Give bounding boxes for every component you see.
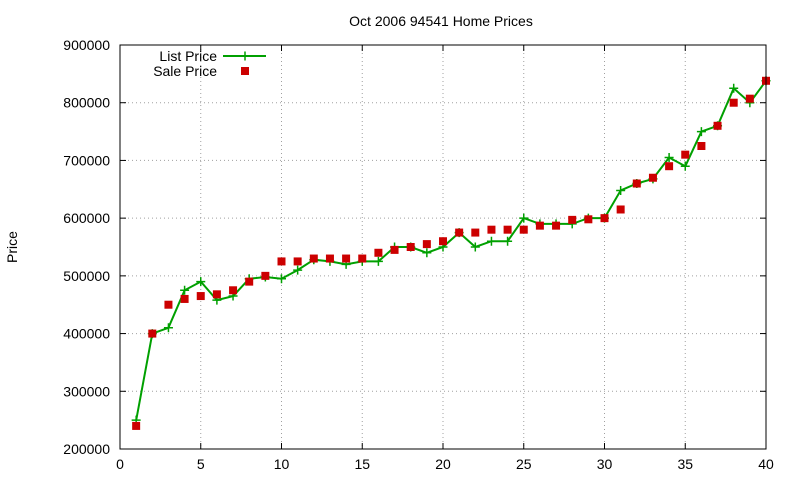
data-point-list-price bbox=[180, 285, 190, 295]
data-point-list-price bbox=[664, 153, 674, 163]
data-point-list-price bbox=[163, 323, 173, 333]
legend-label-list-price: List Price bbox=[159, 48, 217, 64]
x-tick-label: 0 bbox=[116, 456, 124, 472]
data-point-sale-price bbox=[648, 173, 657, 182]
data-point-sale-price bbox=[745, 94, 754, 103]
data-point-sale-price bbox=[584, 215, 593, 224]
legend-marker-list-price bbox=[240, 51, 250, 61]
data-point-sale-price bbox=[180, 294, 189, 303]
data-point-sale-price bbox=[277, 257, 286, 266]
x-tick-label: 10 bbox=[274, 456, 290, 472]
chart-title: Oct 2006 94541 Home Prices bbox=[349, 13, 533, 29]
y-tick-label: 900000 bbox=[63, 37, 110, 53]
data-point-sale-price bbox=[309, 254, 318, 263]
x-tick-label: 5 bbox=[197, 456, 205, 472]
x-tick-label: 15 bbox=[354, 456, 370, 472]
data-point-sale-price bbox=[552, 221, 561, 230]
legend-marker-sale-price bbox=[241, 67, 249, 75]
series-line-list-price bbox=[135, 80, 767, 421]
data-point-sale-price bbox=[229, 286, 238, 295]
data-point-sale-price bbox=[212, 290, 221, 299]
data-point-sale-price bbox=[148, 329, 157, 338]
x-tick-label: 40 bbox=[758, 456, 774, 472]
data-point-list-price bbox=[680, 161, 690, 171]
data-point-sale-price bbox=[374, 248, 383, 257]
data-point-list-price bbox=[696, 127, 706, 137]
data-point-list-price bbox=[422, 248, 432, 258]
data-point-list-price bbox=[293, 265, 303, 275]
y-tick-label: 200000 bbox=[63, 441, 110, 457]
data-point-sale-price bbox=[616, 205, 625, 214]
legend: List Price Sale Price bbox=[153, 48, 266, 79]
x-tick-label: 35 bbox=[677, 456, 693, 472]
series-list-price bbox=[131, 76, 771, 425]
data-point-list-price bbox=[616, 185, 626, 195]
data-point-sale-price bbox=[455, 228, 464, 237]
data-point-list-price bbox=[729, 83, 739, 93]
data-point-sale-price bbox=[439, 237, 447, 246]
data-point-sale-price bbox=[729, 98, 738, 107]
data-point-sale-price bbox=[632, 179, 641, 188]
data-point-sale-price bbox=[535, 221, 544, 230]
data-point-sale-price bbox=[196, 292, 205, 301]
data-point-sale-price bbox=[600, 214, 609, 223]
data-point-sale-price bbox=[665, 162, 674, 171]
data-point-list-price bbox=[486, 236, 496, 246]
data-point-sale-price bbox=[681, 150, 690, 159]
data-point-list-price bbox=[277, 274, 286, 284]
series-layer bbox=[131, 76, 771, 430]
y-tick-label: 300000 bbox=[63, 383, 110, 399]
legend-label-sale-price: Sale Price bbox=[153, 63, 217, 79]
x-tick-label: 25 bbox=[516, 456, 532, 472]
data-point-sale-price bbox=[293, 257, 302, 266]
y-axis-label: Price bbox=[4, 231, 20, 263]
data-point-list-price bbox=[373, 256, 383, 266]
data-point-sale-price bbox=[471, 228, 480, 237]
data-point-sale-price bbox=[697, 142, 706, 150]
data-point-sale-price bbox=[568, 215, 577, 224]
data-point-sale-price bbox=[519, 225, 528, 234]
data-point-list-price bbox=[519, 213, 529, 223]
data-point-list-price bbox=[470, 242, 480, 252]
data-point-sale-price bbox=[164, 300, 173, 309]
data-point-sale-price bbox=[325, 254, 334, 263]
tick-labels: 200000 300000 400000 500000 600000 700000 8000… bbox=[63, 37, 774, 472]
data-point-sale-price bbox=[406, 243, 415, 251]
grid-lines bbox=[120, 45, 766, 449]
data-point-list-price bbox=[503, 236, 513, 246]
data-point-sale-price bbox=[342, 254, 351, 263]
y-tick-label: 700000 bbox=[63, 152, 110, 168]
x-tick-label: 30 bbox=[597, 456, 613, 472]
plot-frame bbox=[119, 44, 767, 450]
y-tick-label: 600000 bbox=[63, 210, 110, 226]
data-point-sale-price bbox=[487, 225, 496, 234]
data-point-sale-price bbox=[713, 121, 722, 130]
data-point-sale-price bbox=[358, 254, 367, 263]
data-point-sale-price bbox=[245, 277, 254, 286]
x-tick-label: 20 bbox=[435, 456, 451, 472]
data-point-sale-price bbox=[261, 271, 270, 280]
data-point-sale-price bbox=[132, 421, 141, 430]
data-point-sale-price bbox=[390, 245, 399, 254]
data-point-sale-price bbox=[503, 225, 512, 234]
y-tick-label: 400000 bbox=[63, 326, 110, 342]
y-tick-label: 800000 bbox=[63, 95, 110, 111]
series-sale-price bbox=[132, 76, 770, 430]
y-tick-label: 500000 bbox=[63, 268, 110, 284]
data-point-sale-price bbox=[422, 240, 431, 249]
data-point-list-price bbox=[196, 277, 206, 287]
